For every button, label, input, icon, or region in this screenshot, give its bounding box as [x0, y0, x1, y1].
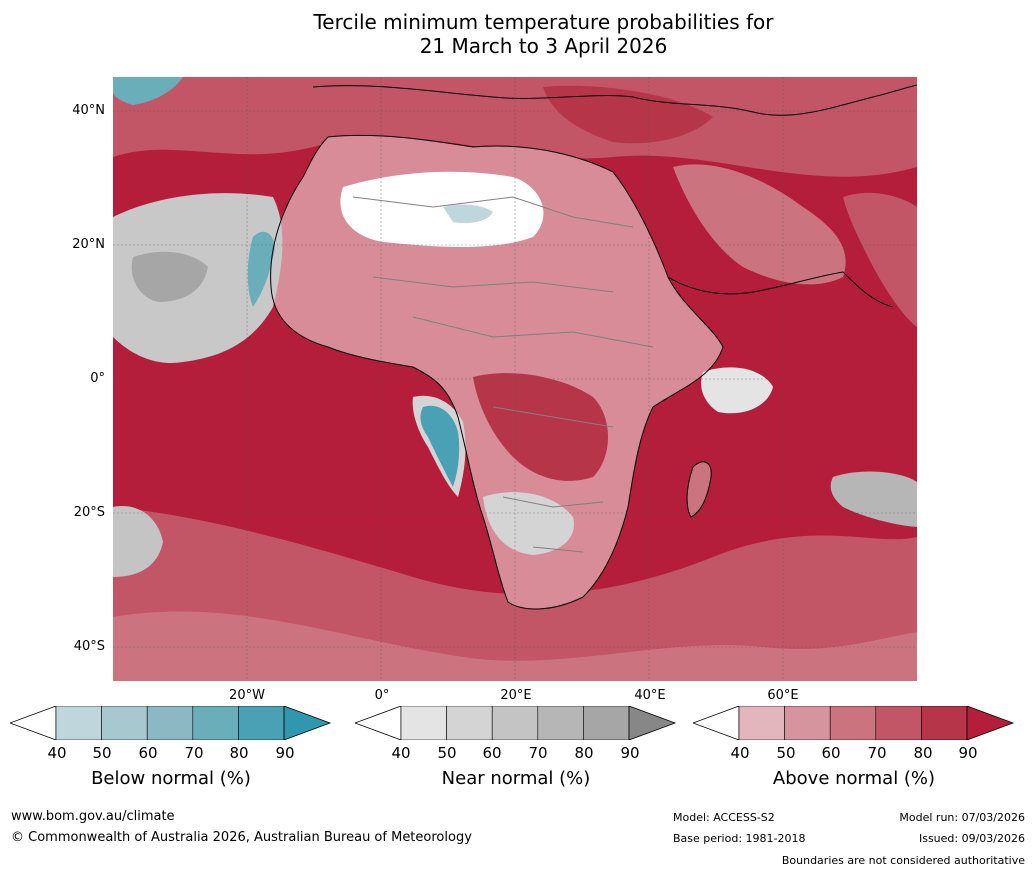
above-normal-tick: 90: [958, 744, 978, 762]
above-normal-colorbar: [693, 706, 1015, 740]
south-atlantic-near-normal-patch: [113, 506, 163, 577]
latitude-label-20n: 20°N: [72, 237, 105, 252]
map-title: Tercile minimum temperature probabilitie…: [0, 10, 1035, 58]
above-normal-tick: 60: [821, 744, 841, 762]
above-normal-tick: 40: [730, 744, 750, 762]
near-normal-tick: 70: [528, 744, 548, 762]
model-name: Model: ACCESS-S2: [673, 811, 775, 824]
below-normal-colorbar-segment: [146, 706, 194, 740]
sahara-near-normal-region: [340, 171, 544, 247]
base-period: Base period: 1981-2018: [673, 832, 806, 845]
below-normal-colorbar-max-triangle: [283, 706, 332, 740]
above-normal-colorbar-graphic: [693, 706, 1015, 740]
arabia-coastline: [667, 271, 894, 308]
below-normal-tick: 50: [92, 744, 112, 762]
near-normal-colorbar-segment: [537, 706, 584, 740]
north-atlantic-below-normal-patch: [113, 77, 183, 105]
country-borders: [352, 196, 654, 553]
longitude-label-0: 0°: [374, 688, 390, 703]
central-africa-region: [473, 373, 608, 481]
southern-africa-near-normal-region: [483, 492, 574, 555]
longitude-label-40e: 40°E: [634, 688, 666, 703]
above-normal-colorbar-segment: [738, 706, 785, 740]
below-normal-colorbar-segment: [101, 706, 148, 740]
below-normal-tick: 40: [47, 744, 67, 762]
above-normal-colorbar-min-triangle: [693, 706, 740, 740]
latitude-label-40n: 40°N: [72, 103, 105, 118]
arabia-region: [673, 164, 846, 285]
near-normal-tick: 40: [391, 744, 411, 762]
below-normal-colorbar-segment: [238, 706, 285, 740]
longitude-label-20e: 20°E: [500, 688, 532, 703]
copyright-text: © Commonwealth of Australia 2026, Austra…: [11, 830, 472, 845]
near-normal-tick: 80: [574, 744, 594, 762]
canary-below-normal-patch: [247, 231, 275, 307]
issued-date: Issued: 09/03/2026: [918, 832, 1025, 845]
below-normal-tick: 80: [229, 744, 249, 762]
map-title-line-2: 21 March to 3 April 2026: [419, 34, 668, 58]
indian-ocean-near-normal-patch: [701, 367, 773, 414]
africa-coastline: [270, 134, 724, 610]
longitude-label-60e: 60°E: [767, 688, 799, 703]
model-run-date: Model run: 07/03/2026: [899, 811, 1025, 824]
above-normal-colorbar-segment: [829, 706, 877, 740]
map-canvas: [113, 77, 917, 681]
below-normal-colorbar-segment: [55, 706, 102, 740]
near-normal-colorbar-graphic: [355, 706, 677, 740]
africa-land-region: [270, 135, 723, 609]
probability-map: [113, 77, 917, 681]
below-normal-colorbar: [10, 706, 332, 740]
near-normal-colorbar-min-triangle: [355, 706, 402, 740]
near-normal-colorbar-segment: [400, 706, 447, 740]
india-region: [843, 192, 917, 327]
southeast-indian-ocean-patch: [830, 471, 917, 527]
boundaries-disclaimer: Boundaries are not considered authoritat…: [781, 854, 1025, 867]
above-normal-tick: 50: [776, 744, 796, 762]
near-normal-colorbar: [355, 706, 677, 740]
below-normal-colorbar-graphic: [10, 706, 332, 740]
near-normal-colorbar-segment: [446, 706, 493, 740]
sahara-below-normal-patch: [443, 204, 493, 224]
atlantic-grey-core: [131, 251, 208, 302]
above-normal-colorbar-segment: [921, 706, 968, 740]
above-normal-tick: 70: [867, 744, 887, 762]
above-normal-colorbar-title: Above normal (%): [772, 768, 936, 789]
below-normal-tick: 60: [138, 744, 158, 762]
latitude-label-40s: 40°S: [73, 639, 105, 654]
mediterranean-region: [543, 85, 713, 144]
below-normal-tick: 70: [184, 744, 204, 762]
above-normal-colorbar-segment: [784, 706, 831, 740]
near-normal-tick: 60: [482, 744, 502, 762]
near-normal-colorbar-segment: [583, 706, 630, 740]
below-normal-colorbar-min-triangle: [10, 706, 57, 740]
below-normal-tick: 90: [275, 744, 295, 762]
near-normal-colorbar-title: Near normal (%): [441, 768, 591, 789]
near-normal-colorbar-segment: [491, 706, 539, 740]
above-normal-tick: 80: [913, 744, 933, 762]
map-title-line-1: Tercile minimum temperature probabilitie…: [313, 10, 774, 34]
longitude-label-20w: 20°W: [229, 688, 265, 703]
latitude-label-equator: 0°: [90, 371, 105, 386]
angola-below-normal-region: [420, 405, 460, 487]
website-link[interactable]: www.bom.gov.au/climate: [11, 809, 175, 824]
near-normal-tick: 50: [437, 744, 457, 762]
near-normal-tick: 90: [620, 744, 640, 762]
above-normal-colorbar-max-triangle: [966, 706, 1015, 740]
madagascar-landmass: [686, 461, 712, 518]
below-normal-colorbar-title: Below normal (%): [91, 768, 251, 789]
europe-coastline: [312, 84, 917, 116]
map-gridlines: [113, 77, 917, 681]
latitude-label-20s: 20°S: [73, 505, 105, 520]
far-south-region: [113, 611, 917, 681]
below-normal-colorbar-segment: [192, 706, 239, 740]
near-normal-colorbar-max-triangle: [628, 706, 677, 740]
above-normal-colorbar-segment: [875, 706, 922, 740]
